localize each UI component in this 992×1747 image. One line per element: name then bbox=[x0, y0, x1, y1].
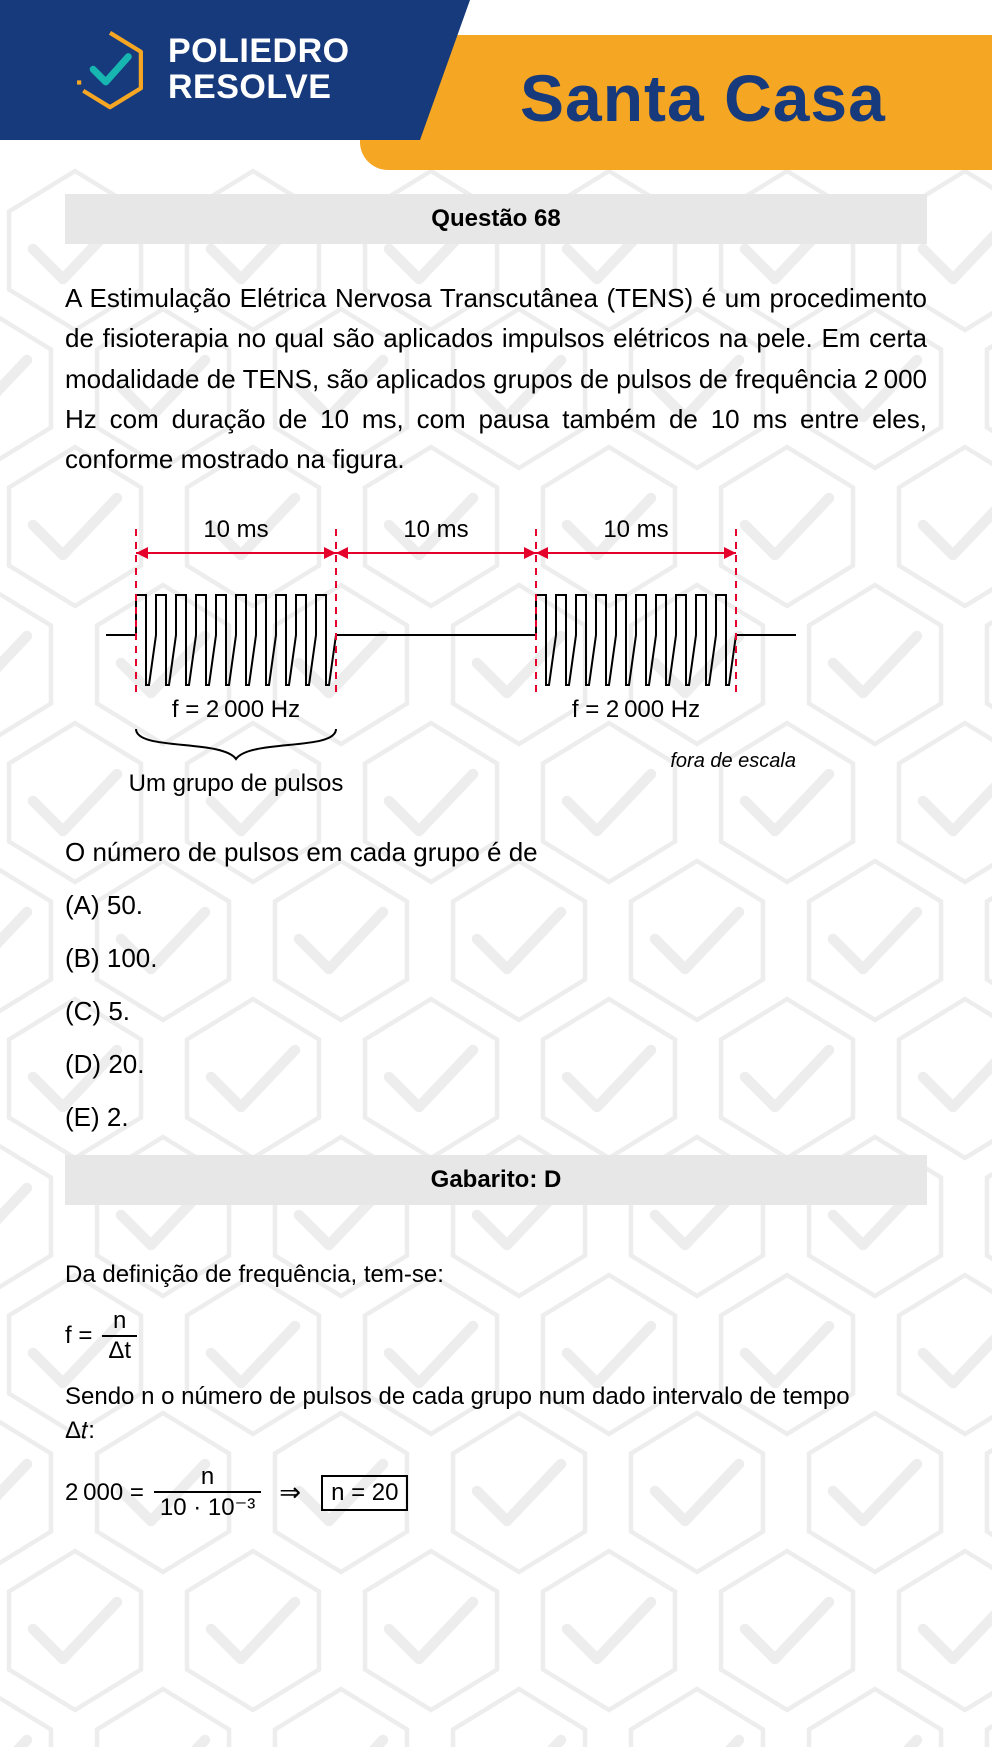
logo-text: POLIEDRO RESOLVE bbox=[168, 34, 350, 105]
svg-text:Um grupo de pulsos: Um grupo de pulsos bbox=[129, 770, 344, 797]
answer-key-label: Gabarito: D bbox=[431, 1166, 562, 1194]
answer-key-bar: Gabarito: D bbox=[65, 1155, 927, 1205]
page-header: POLIEDRO RESOLVE Santa Casa bbox=[0, 0, 992, 170]
svg-text:10 ms: 10 ms bbox=[403, 516, 468, 543]
svg-text:10 ms: 10 ms bbox=[603, 516, 668, 543]
option-d: (D) 20. bbox=[65, 1049, 927, 1080]
option-c: (C) 5. bbox=[65, 996, 927, 1027]
logo-line-2: RESOLVE bbox=[168, 70, 350, 106]
solution-eq-1: f = n Δt bbox=[65, 1307, 927, 1365]
boxed-result: n = 20 bbox=[321, 1475, 408, 1511]
options-list: (A) 50. (B) 100. (C) 5. (D) 20. (E) 2. bbox=[65, 890, 927, 1133]
option-e: (E) 2. bbox=[65, 1102, 927, 1133]
fraction: n Δt bbox=[102, 1307, 137, 1365]
solution: Da definição de frequência, tem-se: f = … bbox=[65, 1261, 927, 1522]
solution-line-1: Da definição de frequência, tem-se: bbox=[65, 1261, 927, 1289]
svg-text:f = 2 000 Hz: f = 2 000 Hz bbox=[572, 696, 700, 723]
option-a: (A) 50. bbox=[65, 890, 927, 921]
brand-logo: POLIEDRO RESOLVE bbox=[70, 30, 350, 110]
logo-hex-check-icon bbox=[70, 30, 150, 110]
page-content: Questão 68 A Estimulação Elétrica Nervos… bbox=[65, 170, 927, 1552]
solution-line-2a: Sendo n o número de pulsos de cada grupo… bbox=[65, 1383, 927, 1411]
exam-name: Santa Casa bbox=[520, 60, 886, 136]
implies-icon: ⇒ bbox=[279, 1477, 301, 1508]
svg-text:f = 2 000 Hz: f = 2 000 Hz bbox=[172, 696, 300, 723]
logo-line-1: POLIEDRO bbox=[168, 34, 350, 70]
figure-tens-pulses: 10 ms 10 ms 10 ms f = 2 000 Hz f = 2 000 Hz U… bbox=[65, 505, 927, 815]
fraction: n 10 · 10⁻³ bbox=[154, 1463, 261, 1522]
option-b: (B) 100. bbox=[65, 943, 927, 974]
svg-text:fora de escala: fora de escala bbox=[670, 750, 796, 772]
solution-line-2b: Δ𝑡: bbox=[65, 1417, 927, 1445]
question-number-bar: Questão 68 bbox=[65, 194, 927, 244]
question-prompt: O número de pulsos em cada grupo é de bbox=[65, 837, 927, 868]
question-number-label: Questão 68 bbox=[431, 205, 560, 233]
svg-text:10 ms: 10 ms bbox=[203, 516, 268, 543]
solution-eq-2: 2 000 = n 10 · 10⁻³ ⇒ n = 20 bbox=[65, 1463, 927, 1522]
question-text: A Estimulação Elétrica Nervosa Transcutâ… bbox=[65, 278, 927, 479]
